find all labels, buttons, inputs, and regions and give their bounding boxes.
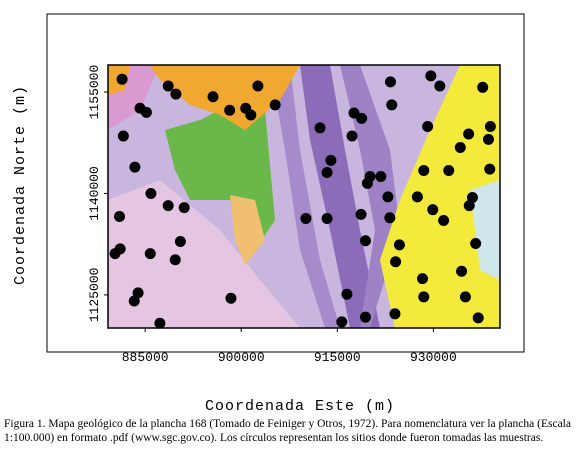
sample-point [359, 235, 371, 247]
y-tick-label: 1125000 [87, 268, 102, 323]
sample-point [116, 73, 128, 85]
sample-point [140, 106, 152, 118]
sample-point [314, 122, 326, 134]
sample-point [386, 99, 398, 111]
x-tick-label: 900000 [218, 350, 265, 365]
sample-point [411, 191, 423, 203]
sample-point [393, 239, 405, 251]
sample-point [321, 212, 333, 224]
sample-point [114, 210, 126, 222]
sample-point [384, 212, 396, 224]
sample-point [355, 208, 367, 220]
sample-point [174, 235, 186, 247]
x-tick-label: 885000 [122, 350, 169, 365]
sample-point [466, 192, 478, 204]
sample-point [477, 81, 489, 93]
sample-point [384, 76, 396, 88]
sample-point [438, 215, 450, 227]
sample-point [484, 121, 496, 133]
sample-point [389, 308, 401, 320]
frame [46, 13, 525, 353]
sample-point [346, 130, 358, 142]
sample-point [359, 311, 371, 323]
x-tick-label: 930000 [410, 350, 457, 365]
sample-point [300, 212, 312, 224]
sample-point [418, 164, 430, 176]
sample-point [117, 130, 129, 142]
sample-point [375, 171, 387, 183]
chart: Coordenada Este (m) Coordenada Norte (m)… [12, 13, 525, 415]
sample-point [170, 88, 182, 100]
sample-point [361, 177, 373, 189]
sample-point [418, 291, 430, 303]
sample-point [422, 121, 434, 133]
sample-point [456, 265, 468, 277]
figure-caption: Figura 1. Mapa geológico de la plancha 1… [4, 418, 571, 444]
sample-point [416, 273, 428, 285]
sample-point [390, 256, 402, 268]
sample-point [482, 133, 494, 145]
sample-point [325, 154, 337, 166]
sample-point [484, 163, 496, 175]
sample-point [109, 248, 121, 260]
sample-point [207, 91, 219, 103]
y-tick-label: 1155000 [87, 65, 102, 120]
sample-point [169, 254, 181, 266]
sample-point [321, 166, 333, 178]
sample-point [162, 200, 174, 212]
sample-point [178, 202, 190, 214]
sample-point [129, 161, 141, 173]
sample-point [348, 107, 360, 119]
sample-point [252, 80, 264, 92]
sample-point [470, 237, 482, 249]
sample-point [336, 316, 348, 328]
sample-point [225, 292, 237, 304]
y-tick-label: 1140000 [87, 166, 102, 221]
sample-point [427, 204, 439, 216]
sample-point [145, 187, 157, 199]
sample-point [459, 291, 471, 303]
sample-point [245, 109, 257, 121]
sample-point [269, 99, 281, 111]
sample-point [144, 248, 156, 260]
sample-point [154, 317, 166, 329]
sample-point [463, 128, 475, 140]
sample-point [162, 80, 174, 92]
sample-point [341, 288, 353, 300]
x-tick-label: 915000 [314, 350, 361, 365]
sample-point [443, 164, 455, 176]
sample-point [472, 312, 484, 324]
sample-point [454, 141, 466, 153]
x-axis-label: Coordenada Este (m) [205, 398, 395, 415]
sample-point [356, 112, 368, 124]
map-border [107, 64, 501, 329]
geologic-map [108, 65, 500, 328]
sample-point [128, 295, 140, 307]
y-axis-label: Coordenada Norte (m) [12, 85, 29, 285]
sample-point [382, 191, 394, 203]
sample-point [224, 104, 236, 116]
sample-point [434, 80, 446, 92]
sample-point [425, 70, 437, 82]
